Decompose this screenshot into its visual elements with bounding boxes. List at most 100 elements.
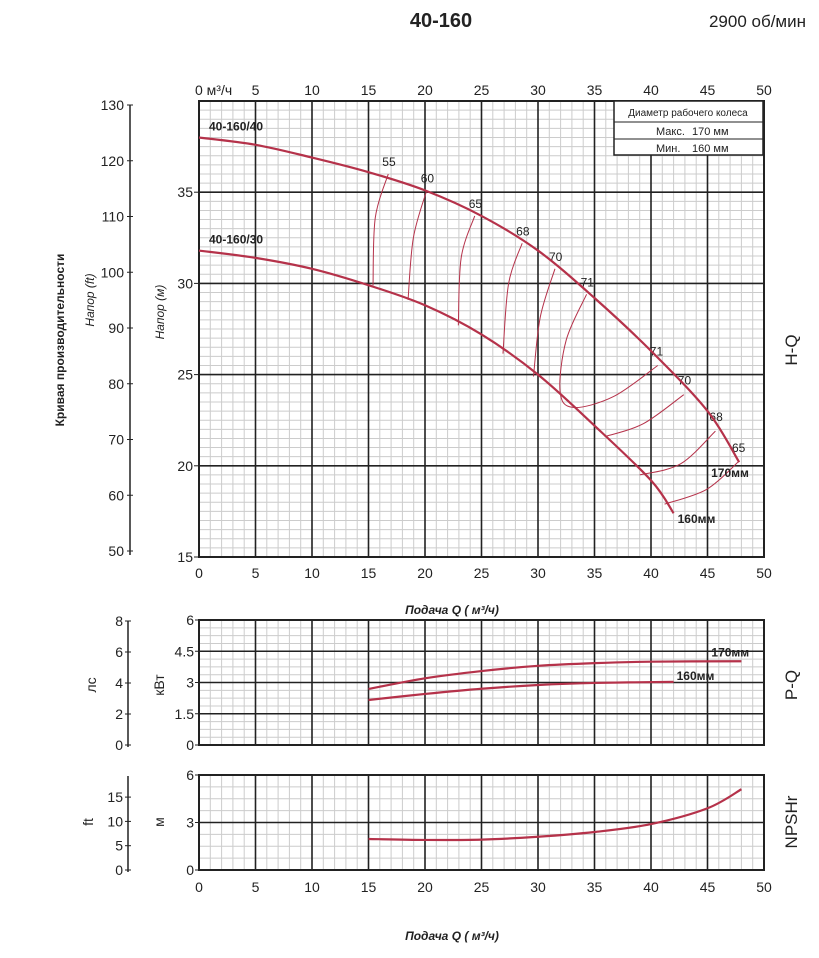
hq-x-tick-label: 30 [530, 565, 546, 581]
hq-curve-160мм [198, 249, 675, 514]
hq-top-x-tick-label: 20 [417, 82, 433, 98]
hq-top-x-tick-label: 15 [361, 82, 377, 98]
npsh-x-tick-label: 5 [252, 879, 260, 895]
npsh-x-tick-label: 45 [700, 879, 716, 895]
ft-y-tick-label: 60 [108, 487, 124, 503]
legend-min-value: 160 мм [692, 143, 729, 155]
npsh-ft-axis-label: ft [80, 818, 96, 826]
hq-x-tick-label: 15 [361, 565, 377, 581]
efficiency-label: 71 [650, 344, 664, 358]
efficiency-label: 71 [581, 275, 595, 289]
npsh-x-tick-label: 20 [417, 879, 433, 895]
hq-top-x-tick-label: 5 [252, 82, 260, 98]
ft-y-tick-label: 80 [108, 376, 124, 392]
ft-y-tick-label: 90 [108, 320, 124, 336]
npsh-x-tick-label: 50 [756, 879, 772, 895]
kw-axis-label: кВт [151, 674, 167, 696]
efficiency-contour-68 [502, 243, 523, 354]
npsh-m-axis-label: м [151, 817, 167, 827]
legend-min-label: Мин. [656, 143, 680, 155]
hq-top-x-tick-label: 45 [700, 82, 716, 98]
hq-y-tick-label: 30 [177, 275, 193, 291]
hq-top-x-tick-label: 30 [530, 82, 546, 98]
ft-y-tick-label: 130 [101, 97, 125, 113]
npsh-ft-tick-label: 15 [107, 789, 123, 805]
head-m-axis-label: Напор (м) [153, 285, 167, 340]
ft-y-tick-label: 50 [108, 543, 124, 559]
hq-curve-170мм [198, 136, 741, 463]
npsh-y-tick-label: 3 [186, 815, 194, 831]
pq-x-axis-label: Подача Q ( м³/ч) [405, 603, 499, 617]
efficiency-label: 60 [421, 171, 435, 185]
hq-grid-frame [198, 100, 765, 558]
hp-y-tick-label: 4 [115, 675, 123, 691]
efficiency-label: 68 [516, 224, 530, 238]
pq-y-tick-label: 6 [186, 612, 194, 628]
npsh-x-axis-label: Подача Q ( м³/ч) [405, 929, 499, 943]
hq-y-tick-label: 25 [177, 367, 193, 383]
hq-top-x-tick-label: 0 м³/ч [195, 82, 232, 98]
hq-y-tick-label: 15 [177, 549, 193, 565]
efficiency-label: 70 [678, 374, 692, 388]
pq-y-tick-label: 4.5 [175, 643, 195, 659]
hq-x-tick-label: 50 [756, 565, 772, 581]
pq-y-tick-label: 1.5 [175, 706, 195, 722]
pq-side-label: P-Q [782, 670, 801, 700]
npsh-x-tick-label: 30 [530, 879, 546, 895]
hq-top-x-tick-label: 25 [474, 82, 490, 98]
npsh-x-tick-label: 40 [643, 879, 659, 895]
hp-y-tick-label: 8 [115, 613, 123, 629]
npsh-curve [368, 788, 742, 842]
pq-curve-label: 170мм [711, 645, 749, 659]
hq-top-x-tick-label: 10 [304, 82, 320, 98]
hq-x-tick-label: 25 [474, 565, 490, 581]
npsh-x-tick-label: 0 [195, 879, 203, 895]
hq-curve-start-label: 40-160/30 [209, 233, 263, 247]
efficiency-label: 65 [469, 197, 483, 211]
npsh-ft-tick-label: 5 [115, 838, 123, 854]
hp-y-tick-label: 2 [115, 706, 123, 722]
hq-curve-end-label: 170мм [711, 466, 749, 480]
pq-y-tick-label: 0 [186, 737, 194, 753]
npsh-x-tick-label: 10 [304, 879, 320, 895]
head-ft-axis-label: Напор (ft) [83, 273, 97, 326]
ft-y-tick-label: 100 [101, 264, 125, 280]
efficiency-contour-70 [604, 394, 685, 438]
hq-top-x-tick-label: 40 [643, 82, 659, 98]
efficiency-contour-55 [372, 173, 389, 286]
speed-label: 2900 об/мин [709, 12, 806, 31]
efficiency-contour-70 [532, 268, 556, 377]
hq-y-tick-label: 35 [177, 184, 193, 200]
npsh-x-tick-label: 35 [587, 879, 603, 895]
npsh-x-tick-label: 25 [474, 879, 490, 895]
hq-x-tick-label: 10 [304, 565, 320, 581]
hp-y-tick-label: 6 [115, 644, 123, 660]
pq-curve-label: 160мм [677, 669, 715, 683]
legend-title: Диаметр рабочего колеса [628, 107, 748, 119]
hq-x-tick-label: 20 [417, 565, 433, 581]
efficiency-label: 65 [732, 441, 746, 455]
hq-curve-start-label: 40-160/40 [209, 119, 263, 133]
ft-y-tick-label: 120 [101, 153, 125, 169]
efficiency-label: 55 [382, 155, 396, 169]
pq-y-tick-label: 3 [186, 675, 194, 691]
hq-side-label: H-Q [782, 334, 801, 365]
npsh-x-tick-label: 15 [361, 879, 377, 895]
hq-top-x-tick-label: 35 [587, 82, 603, 98]
hq-curve-end-label: 160мм [678, 512, 716, 526]
performance-curve-label: Кривая производительности [53, 254, 67, 427]
hp-y-tick-label: 0 [115, 737, 123, 753]
efficiency-contour-60 [407, 190, 428, 300]
hq-x-tick-label: 0 [195, 565, 203, 581]
npsh-ft-tick-label: 10 [107, 813, 123, 829]
efficiency-contour-65 [664, 461, 739, 505]
hq-y-tick-label: 20 [177, 458, 193, 474]
pq-curve-170мм [368, 660, 742, 691]
legend-max-label: Макс. [656, 126, 685, 138]
hq-x-tick-label: 40 [643, 565, 659, 581]
npsh-side-label: NPSHr [782, 795, 801, 848]
hq-top-x-tick-label: 50 [756, 82, 772, 98]
chart-title: 40-160 [410, 10, 472, 32]
efficiency-contour-65 [457, 215, 476, 326]
